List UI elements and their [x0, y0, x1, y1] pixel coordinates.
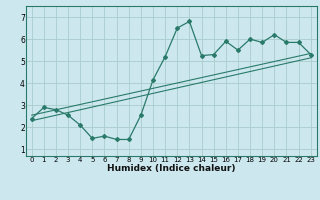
X-axis label: Humidex (Indice chaleur): Humidex (Indice chaleur) — [107, 164, 236, 173]
